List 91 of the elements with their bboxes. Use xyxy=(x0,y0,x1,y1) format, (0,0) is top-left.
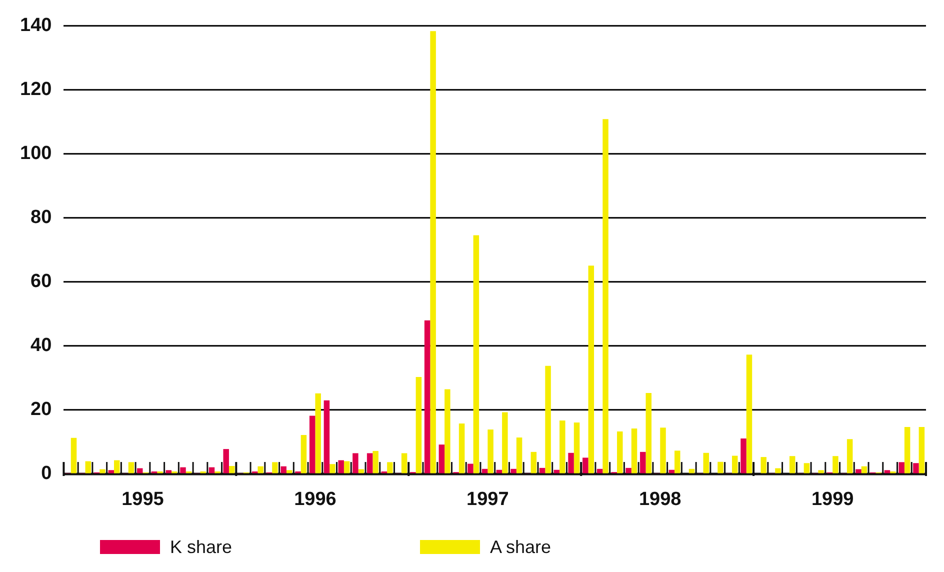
bar xyxy=(366,453,373,474)
bar xyxy=(861,466,868,474)
legend-label: A share xyxy=(490,536,552,558)
bar xyxy=(387,462,393,474)
bar xyxy=(732,456,738,474)
bar xyxy=(884,470,890,474)
bar xyxy=(468,464,474,474)
bar xyxy=(668,470,674,474)
y-tick-label: 60 xyxy=(30,271,52,292)
bar xyxy=(502,412,508,474)
bar xyxy=(128,462,134,474)
x-tick-label: 1996 xyxy=(294,489,336,510)
bar xyxy=(574,422,580,474)
bar xyxy=(309,416,316,474)
bar xyxy=(510,468,516,474)
bar xyxy=(315,393,321,474)
bar xyxy=(258,466,264,474)
y-tick-label: 0 xyxy=(41,463,52,484)
bar xyxy=(545,366,551,474)
bar xyxy=(904,426,910,474)
x-tick-label: 1997 xyxy=(466,489,509,510)
bar xyxy=(444,389,450,474)
bar xyxy=(530,452,537,474)
bar xyxy=(458,423,465,474)
bar xyxy=(617,431,623,474)
bar xyxy=(228,466,235,474)
bar xyxy=(560,420,566,474)
bar xyxy=(640,452,646,474)
bar xyxy=(473,235,480,474)
bar xyxy=(703,452,709,474)
bar xyxy=(85,461,92,474)
bar xyxy=(330,464,336,474)
y-tick-label: 40 xyxy=(30,335,52,356)
bar xyxy=(180,467,186,474)
bar xyxy=(286,470,292,474)
bar xyxy=(166,470,172,474)
bar xyxy=(100,469,106,474)
bar xyxy=(602,119,608,474)
bar xyxy=(588,266,594,474)
bar xyxy=(108,470,114,474)
bar xyxy=(430,31,436,474)
bar xyxy=(856,469,862,474)
bar xyxy=(846,439,853,474)
bar xyxy=(582,458,588,474)
bar xyxy=(70,438,77,474)
bar xyxy=(539,468,546,474)
bar xyxy=(280,466,286,474)
bar xyxy=(438,444,445,474)
bar xyxy=(352,453,358,474)
bar xyxy=(746,354,752,474)
bar xyxy=(416,377,422,474)
bar xyxy=(674,450,680,474)
bar xyxy=(136,468,143,474)
bar xyxy=(740,438,746,474)
y-tick-label: 20 xyxy=(30,399,52,420)
bar xyxy=(646,393,652,474)
bar xyxy=(804,463,810,474)
y-tick-label: 120 xyxy=(20,79,52,100)
bar xyxy=(372,450,378,474)
bar xyxy=(114,460,120,474)
bar xyxy=(789,456,796,474)
bar xyxy=(324,400,330,474)
bar xyxy=(832,456,838,474)
bar xyxy=(300,434,307,474)
bar xyxy=(660,428,666,474)
bar xyxy=(918,426,925,474)
bar xyxy=(718,462,724,474)
bar xyxy=(338,460,344,474)
bar xyxy=(775,468,781,474)
y-tick-label: 140 xyxy=(20,15,52,36)
bar xyxy=(401,453,408,474)
bar xyxy=(358,469,364,474)
legend-label: K share xyxy=(170,536,232,558)
bar xyxy=(760,457,766,474)
x-tick-label: 1999 xyxy=(811,489,854,510)
bar xyxy=(272,462,278,474)
y-tick-label: 100 xyxy=(20,143,52,164)
bar xyxy=(818,470,824,474)
x-tick-label: 1995 xyxy=(122,489,164,510)
bar xyxy=(344,461,350,474)
bar xyxy=(568,452,574,474)
bar xyxy=(913,463,919,474)
bar xyxy=(631,428,638,474)
x-tick-label: 1998 xyxy=(638,489,682,510)
bar xyxy=(516,438,522,474)
bar xyxy=(898,462,904,474)
bar xyxy=(223,449,229,474)
bar xyxy=(488,430,494,474)
bar xyxy=(424,320,430,474)
bar xyxy=(626,468,632,474)
y-tick-label: 80 xyxy=(30,207,52,228)
